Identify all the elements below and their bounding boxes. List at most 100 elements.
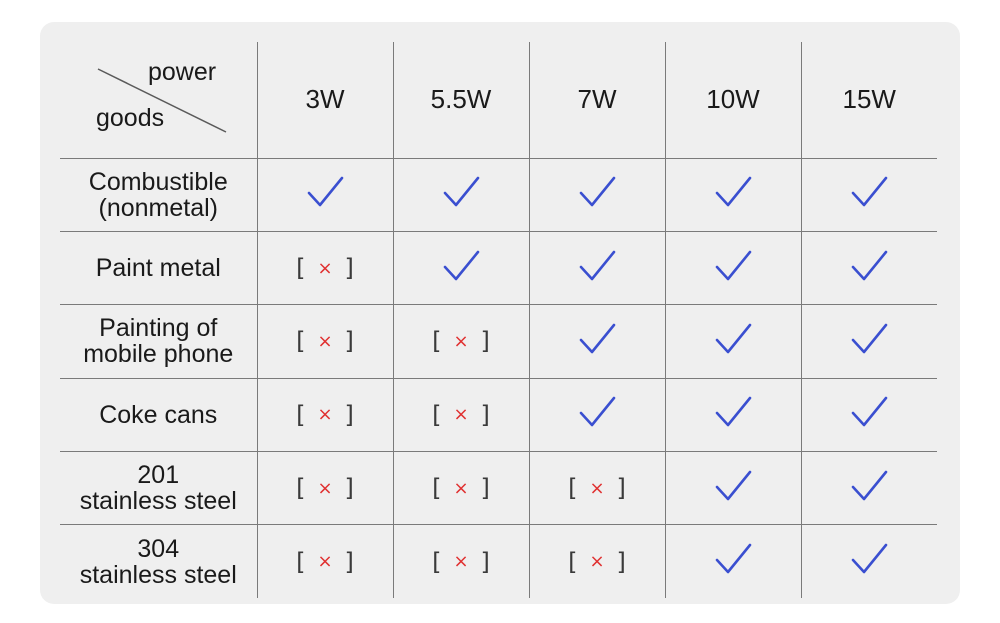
unsupported-cell: [×] <box>392 524 530 598</box>
unsupported-cell: [ ×] <box>256 304 394 379</box>
check-icon <box>715 470 752 500</box>
bracket-right: ] <box>480 474 490 502</box>
goods-label-cell: Painting of mobile phone <box>60 304 258 379</box>
check-icon <box>579 250 616 281</box>
cross-mark: × <box>317 404 333 426</box>
bracket-left: [ <box>296 254 306 283</box>
check-icon <box>579 177 616 207</box>
bracket-right: ] <box>344 327 354 356</box>
supported-cell <box>664 377 802 452</box>
cross-icon: [ ×] <box>432 401 490 429</box>
cross-mark: × <box>453 551 469 573</box>
cross-mark: × <box>453 477 469 499</box>
bracket-left: [ <box>296 474 306 502</box>
table-row: 304 stainless steel [×] [×] [×] <box>60 524 937 598</box>
goods-label-cell: Combustible (nonmetal) <box>60 157 258 233</box>
table-card: power goods 3W 5.5W 7W 10W 15W Combustib… <box>40 22 960 604</box>
supported-cell <box>528 304 666 379</box>
bracket-right: ] <box>616 547 626 576</box>
supported-cell <box>800 524 937 598</box>
supported-cell <box>528 231 666 306</box>
check-icon <box>307 177 344 207</box>
goods-label-cell: 304 stainless steel <box>60 524 258 598</box>
goods-label-cell: Paint metal <box>60 231 258 306</box>
cross-mark: × <box>589 477 605 499</box>
supported-cell <box>800 450 937 526</box>
cross-mark: × <box>589 551 605 573</box>
unsupported-cell: [ ×] <box>392 450 530 526</box>
check-icon <box>715 323 752 354</box>
diagonal-line <box>97 68 227 133</box>
cross-icon: [ ×] <box>296 327 354 355</box>
check-icon <box>851 543 888 574</box>
bracket-left: [ <box>568 547 578 576</box>
bracket-left: [ <box>296 400 306 429</box>
corner-power-label: power <box>148 58 217 86</box>
bracket-left: [ <box>432 474 442 502</box>
bracket-right: ] <box>344 474 354 502</box>
supported-cell <box>664 450 802 526</box>
goods-label: stainless steel <box>79 487 237 515</box>
check-icon <box>851 250 888 281</box>
goods-label: Paint metal <box>95 254 221 283</box>
goods-label-cell: Coke cans <box>60 377 258 452</box>
check-icon <box>851 323 888 354</box>
goods-label: Coke cans <box>99 400 218 429</box>
supported-cell <box>800 304 937 379</box>
unsupported-cell: [ ×] <box>256 231 394 306</box>
bracket-left: [ <box>432 400 442 429</box>
goods-label: (nonmetal) <box>98 193 219 222</box>
cross-mark: × <box>453 404 469 426</box>
cross-icon: [ ×] <box>568 548 626 576</box>
supported-cell <box>664 157 802 233</box>
bracket-right: ] <box>616 474 626 502</box>
cross-icon: [ ×] <box>296 474 354 502</box>
bracket-right: ] <box>344 254 354 283</box>
power-header: 7W <box>528 42 666 159</box>
bracket-right: ] <box>344 547 354 576</box>
check-icon <box>851 396 888 427</box>
unsupported-cell: [×] <box>256 377 394 452</box>
cross-mark: × <box>317 477 333 499</box>
bracket-right: ] <box>480 547 490 576</box>
corner-goods-label: goods <box>96 104 165 132</box>
table-row: Coke cans [×] [×] <box>60 377 937 452</box>
check-icon <box>851 177 888 207</box>
check-icon <box>443 177 480 207</box>
check-icon <box>715 250 752 281</box>
unsupported-cell: [ ×] <box>528 450 666 526</box>
corner-cell: power goods <box>60 42 258 159</box>
unsupported-cell: [ ×] <box>256 450 394 526</box>
supported-cell <box>664 524 802 598</box>
header-row: power goods 3W 5.5W 7W 10W 15W <box>60 42 937 159</box>
check-icon <box>715 543 752 574</box>
goods-label: stainless steel <box>79 560 237 589</box>
unsupported-cell: [×] <box>392 304 530 379</box>
table-row: Combustible (nonmetal) <box>60 157 937 233</box>
check-icon <box>851 470 888 500</box>
cross-mark: × <box>453 330 469 352</box>
cross-icon: [ ×] <box>296 254 354 282</box>
bracket-right: ] <box>480 400 490 429</box>
cross-mark: × <box>317 330 333 352</box>
bracket-left: [ <box>296 547 306 576</box>
cross-icon: [ ×] <box>432 474 490 502</box>
goods-label: Combustible <box>88 167 228 196</box>
bracket-right: ] <box>480 327 490 356</box>
bracket-left: [ <box>296 327 306 356</box>
goods-label-cell: 201 stainless steel <box>60 450 258 526</box>
supported-cell <box>800 231 937 306</box>
power-header: 5.5W <box>392 42 530 159</box>
unsupported-cell: [ ×] <box>528 524 666 598</box>
check-icon <box>715 396 752 427</box>
supported-cell <box>664 304 802 379</box>
bracket-left: [ <box>568 474 578 502</box>
cross-icon: [ ×] <box>568 474 626 502</box>
cross-icon: [×] <box>432 548 490 576</box>
cross-mark: × <box>317 257 333 279</box>
supported-cell <box>528 377 666 452</box>
unsupported-cell: [×] <box>256 524 394 598</box>
check-icon <box>579 396 616 427</box>
cross-icon: [×] <box>296 401 354 429</box>
supported-cell <box>664 231 802 306</box>
